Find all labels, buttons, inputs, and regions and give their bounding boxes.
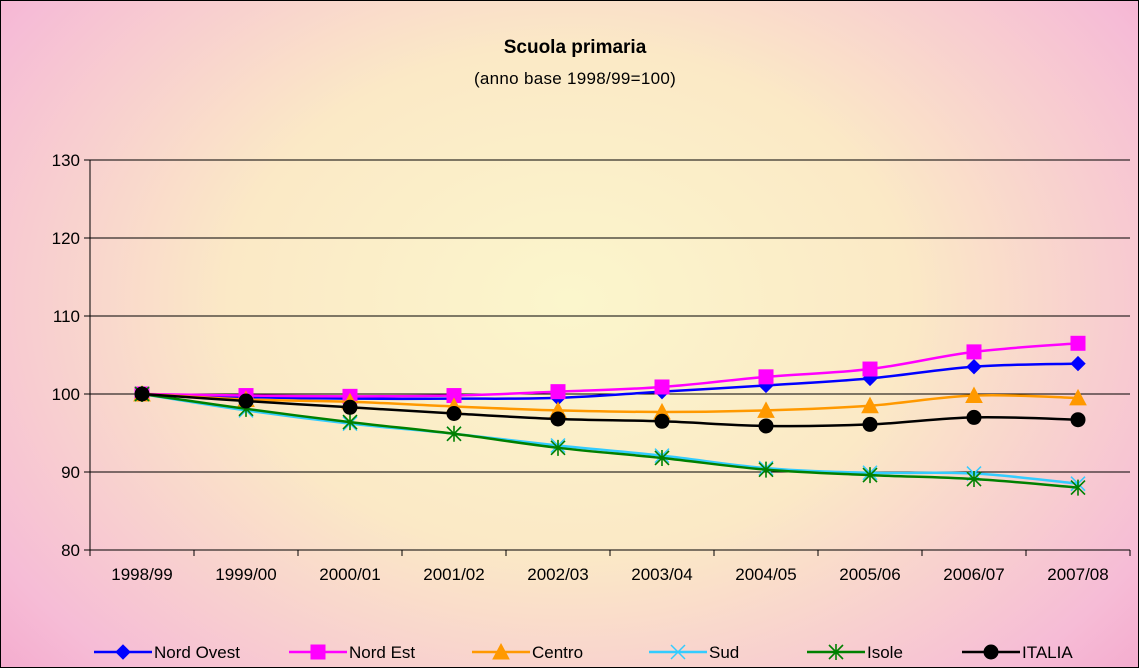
series-line-centro	[141, 392, 1079, 414]
series-line-isole	[141, 392, 1079, 489]
series-line-nord-ovest	[141, 362, 1079, 401]
legend-item-centro: Centro	[472, 642, 583, 662]
legend-label-nord-ovest: Nord Ovest	[154, 643, 240, 662]
axes: 80 90 100 110 120 130 1998/99 1999/00 2000/01 200…	[52, 151, 1131, 584]
legend-marker-italia	[983, 644, 999, 660]
x-tick-label: 2004/05	[735, 565, 796, 584]
series-line-nord-est	[141, 342, 1079, 398]
y-tick-label: 100	[52, 385, 80, 404]
legend-item-nord-ovest: Nord Ovest	[94, 643, 240, 662]
legend-item-isole: Isole	[807, 643, 903, 662]
data-point-italia	[758, 418, 774, 434]
y-tick-label: 130	[52, 151, 80, 170]
data-point-italia	[238, 393, 254, 409]
series-italia	[134, 386, 1086, 434]
legend-label-nord-est: Nord Est	[349, 643, 415, 662]
x-tick-label: 2002/03	[527, 565, 588, 584]
data-point-italia	[862, 416, 878, 432]
y-tick-label: 110	[53, 307, 80, 326]
legend-item-sud: Sud	[649, 643, 739, 662]
x-tick-label: 2000/01	[319, 565, 380, 584]
grid-lines	[90, 159, 1130, 473]
legend-label-italia: ITALIA	[1022, 643, 1073, 662]
data-point-italia	[446, 406, 462, 421]
data-point-italia	[1070, 412, 1086, 428]
data-point-italia	[654, 413, 670, 429]
data-point-centro	[1069, 388, 1087, 406]
data-point-isole	[1070, 479, 1086, 496]
series-isole	[134, 386, 1086, 496]
data-point-nord-ovest	[966, 358, 982, 375]
data-point-isole	[758, 461, 774, 478]
legend-item-italia: ITALIA	[962, 643, 1073, 662]
x-tick-label: 2005/06	[839, 565, 900, 584]
chart-subtitle: (anno base 1998/99=100)	[474, 69, 676, 88]
x-tick-label: 2007/08	[1047, 565, 1108, 584]
data-point-isole	[446, 425, 462, 442]
data-point-isole	[342, 414, 358, 431]
legend-marker-sud	[670, 644, 686, 660]
chart-title: Scuola primaria	[504, 37, 647, 58]
legend-label-isole: Isole	[867, 643, 903, 662]
legend-item-nord-est: Nord Est	[289, 643, 415, 662]
x-tick-label: 2001/02	[423, 565, 484, 584]
series-lines	[133, 335, 1087, 496]
y-tick-label: 80	[61, 541, 80, 560]
data-point-isole	[862, 467, 878, 484]
legend-marker-nord-ovest	[115, 644, 131, 660]
data-point-isole	[550, 439, 566, 456]
legend-marker-isole	[828, 644, 844, 660]
series-line-sud	[141, 392, 1079, 485]
data-point-centro	[861, 396, 879, 414]
data-point-nord-est	[1070, 335, 1086, 351]
data-point-italia	[550, 411, 566, 427]
data-point-nord-est	[966, 344, 982, 360]
data-point-isole	[966, 471, 982, 488]
y-tick-label: 120	[52, 229, 80, 248]
data-point-nord-ovest	[1070, 355, 1086, 372]
legend-marker-nord-est	[310, 644, 326, 660]
data-point-centro	[757, 401, 775, 418]
legend: Nord Ovest Nord Est Centro Sud Isole ITALIA	[94, 642, 1073, 662]
data-point-italia	[342, 399, 358, 415]
series-line-italia	[141, 392, 1079, 428]
x-tick-label: 1999/00	[215, 565, 276, 584]
data-point-isole	[654, 449, 670, 466]
legend-label-centro: Centro	[532, 643, 583, 662]
data-point-italia	[134, 386, 150, 402]
x-tick-label: 2006/07	[943, 565, 1004, 584]
legend-marker-centro	[492, 642, 510, 660]
data-point-centro	[965, 386, 983, 404]
y-tick-label: 90	[61, 463, 80, 482]
data-point-italia	[966, 409, 982, 425]
data-point-nord-est	[550, 384, 566, 400]
data-point-nord-est	[862, 361, 878, 377]
data-point-nord-est	[654, 379, 670, 395]
x-tick-label: 2003/04	[631, 565, 692, 584]
legend-label-sud: Sud	[709, 643, 739, 662]
x-tick-label: 1998/99	[111, 565, 172, 584]
data-point-nord-est	[758, 369, 774, 385]
